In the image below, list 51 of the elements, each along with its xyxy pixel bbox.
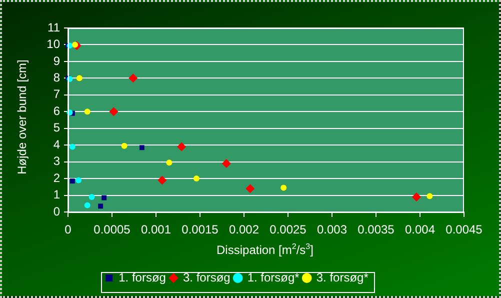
x-tick-label: 0.0035 xyxy=(358,222,395,237)
y-tick-label: 1 xyxy=(53,188,60,202)
point xyxy=(84,108,90,115)
point xyxy=(128,74,138,83)
x-tick-label: 0 xyxy=(64,222,72,237)
point xyxy=(166,160,172,166)
point xyxy=(102,195,107,200)
y-axis-title: Højde over bund [cm] xyxy=(15,58,29,176)
legend-label: 1. forsøg xyxy=(118,270,166,284)
x-axis-title: Dissipation [m$^{2}$/s$^{3}$] xyxy=(216,242,314,257)
legend-label: 1. forsøg* xyxy=(247,270,300,284)
point xyxy=(246,184,255,194)
x-tick-label: 0.0005 xyxy=(94,222,131,237)
y-tick-label: 5 xyxy=(53,120,60,135)
y-tick-label: 7 xyxy=(53,87,60,102)
point xyxy=(280,184,287,191)
point xyxy=(158,176,167,185)
point xyxy=(109,107,118,116)
point xyxy=(76,75,82,82)
x-tick-label: 0.001 xyxy=(140,222,172,237)
point xyxy=(84,202,90,208)
y-tick-label: 3 xyxy=(53,154,60,168)
point xyxy=(177,142,186,152)
y-tick-label: 0 xyxy=(53,204,60,218)
y-tick-label: 9 xyxy=(53,54,60,68)
point xyxy=(69,144,76,150)
x-tick-label: 0.0025 xyxy=(270,222,307,237)
point xyxy=(222,158,231,168)
legend-label: 3. forsøg* xyxy=(316,270,369,284)
point xyxy=(70,178,75,184)
x-tick-label: 0.0015 xyxy=(182,222,219,237)
x-tick-label: 0.004 xyxy=(404,222,436,237)
y-tick-label: 11 xyxy=(48,20,60,34)
point xyxy=(72,42,78,48)
y-tick-label: 2 xyxy=(53,170,60,185)
point xyxy=(426,193,433,200)
point xyxy=(139,145,144,150)
point xyxy=(121,142,128,149)
point xyxy=(88,194,95,200)
x-tick-label: 0.003 xyxy=(316,222,348,237)
point xyxy=(412,192,421,202)
point xyxy=(76,177,82,184)
point xyxy=(193,176,200,182)
y-tick-label: 8 xyxy=(53,70,60,84)
x-tick-label: 0.0045 xyxy=(446,222,483,237)
y-tick-label: 4 xyxy=(53,137,60,152)
y-tick-label: 6 xyxy=(53,104,60,118)
legend-label: 3. forsøg xyxy=(182,270,230,284)
x-tick-label: 0.002 xyxy=(228,222,260,237)
y-tick-label: 10 xyxy=(46,37,60,52)
point xyxy=(98,204,104,209)
